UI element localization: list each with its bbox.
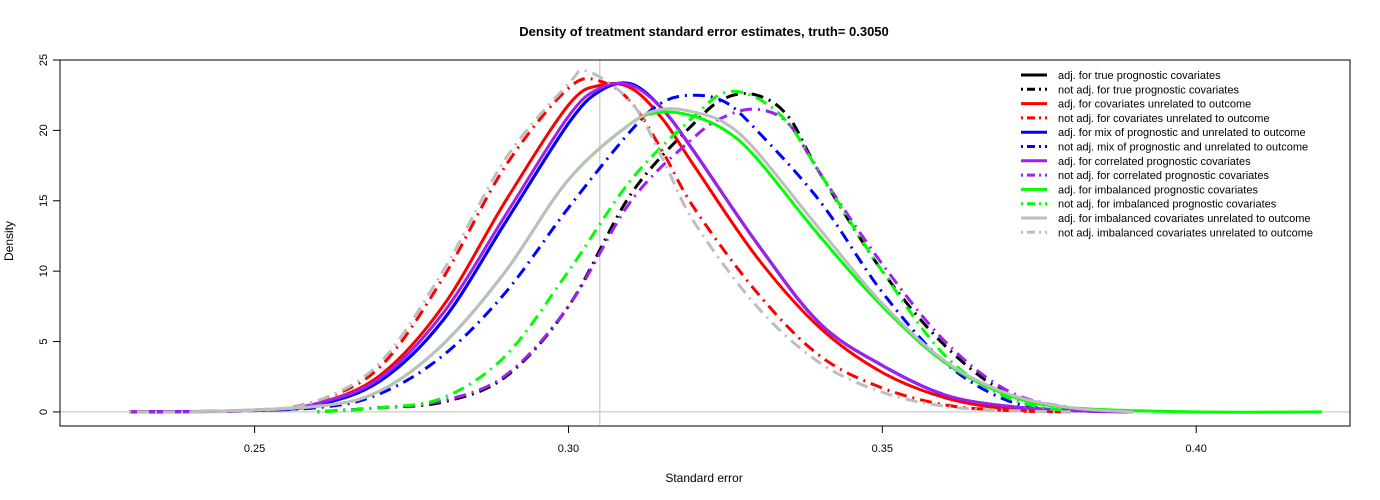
series-group xyxy=(129,68,1322,414)
legend-entry-1: adj. for true prognostic covariates xyxy=(1058,70,1221,82)
x-tick-label-3: 0.35 xyxy=(872,443,893,455)
x-tick-label-2: 0.30 xyxy=(558,443,579,455)
legend-entry-5: adj. for mix of prognostic and unrelated… xyxy=(1058,127,1306,139)
y-axis-label: Density xyxy=(2,221,16,261)
series-line-7 xyxy=(129,81,1134,414)
y-tick-label-5: 20 xyxy=(38,124,50,136)
legend-entry-6: not adj. mix of prognostic and unrelated… xyxy=(1058,142,1308,154)
series-line-12 xyxy=(129,68,1071,414)
legend-entry-7: adj. for correlated prognostic covariate… xyxy=(1058,156,1251,168)
x-tick-label-1: 0.25 xyxy=(244,443,265,455)
series-line-6 xyxy=(191,93,1071,414)
y-tick-label-1: 0 xyxy=(38,409,50,415)
legend-entry-3: adj. for covariates unrelated to outcome xyxy=(1058,99,1251,111)
series-line-4 xyxy=(129,77,1071,414)
legend-entry-4: not adj. for covariates unrelated to out… xyxy=(1058,113,1270,125)
legend: adj. for true prognostic covariates not a… xyxy=(1021,70,1313,239)
series-line-10 xyxy=(317,89,1072,414)
series-line-11 xyxy=(191,107,1134,414)
legend-entry-10: not adj. for imbalanced prognostic covar… xyxy=(1058,199,1277,211)
y-tick-label-3: 10 xyxy=(38,265,50,277)
chart-title: Density of treatment standard error esti… xyxy=(519,24,889,39)
y-tick-label-4: 15 xyxy=(38,195,50,207)
legend-entry-11: adj. for imbalanced covariates unrelated… xyxy=(1058,213,1311,225)
x-tick-label-4: 0.40 xyxy=(1185,443,1206,455)
axes: 0.25 0.30 0.35 0.40 0 5 10 15 20 25 xyxy=(38,54,1351,455)
x-axis-label: Standard error xyxy=(665,471,742,485)
legend-entry-2: not adj. for true prognostic covariates xyxy=(1058,84,1239,96)
series-line-8 xyxy=(317,107,1134,414)
plot-area xyxy=(60,60,1350,426)
plot-frame xyxy=(59,59,1351,427)
y-tick-label-6: 25 xyxy=(38,54,50,66)
legend-entry-12: not adj. imbalanced covariates unrelated… xyxy=(1058,227,1313,239)
legend-entry-8: not adj. for correlated prognostic covar… xyxy=(1058,170,1269,182)
legend-entry-9: adj. for imbalanced prognostic covariate… xyxy=(1058,184,1258,196)
y-tick-label-2: 5 xyxy=(38,338,50,344)
